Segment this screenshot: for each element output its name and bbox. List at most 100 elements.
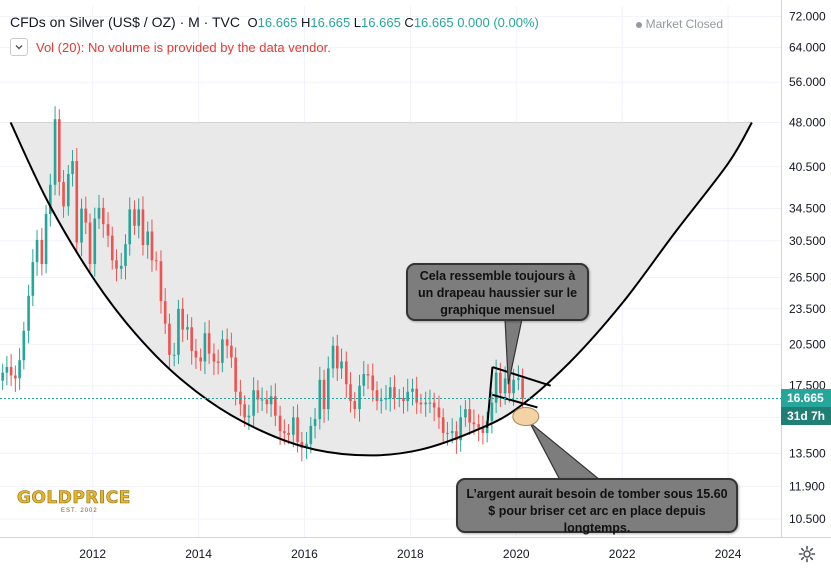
candle-body [292, 417, 295, 435]
candle-body [300, 442, 304, 448]
candle-body [362, 374, 366, 386]
candle-body [27, 295, 30, 331]
candle-body [464, 409, 467, 418]
candle-body [5, 367, 9, 373]
logo-wordmark: GOLDPRICE [17, 488, 131, 509]
high-label: H [301, 15, 311, 30]
y-tick-label: 64.000 [789, 40, 826, 54]
x-tick-label: 2024 [715, 547, 742, 561]
y-tick-label: 17.500 [789, 379, 826, 393]
candle-body [322, 379, 326, 410]
candle-body [287, 432, 290, 435]
candle-body [48, 184, 52, 214]
candle-body [243, 404, 246, 418]
x-tick-label: 2014 [185, 547, 212, 561]
x-tick-label: 2016 [291, 547, 318, 561]
candle-body [14, 375, 17, 379]
candle-body [93, 218, 97, 265]
candle-body [326, 368, 330, 410]
close-label: C [404, 15, 414, 30]
candle-body [283, 431, 286, 433]
candle-body [230, 345, 233, 358]
candle-body [115, 260, 118, 269]
candle-body [455, 431, 458, 441]
close-value: 16.665 [413, 15, 454, 30]
legend-header: CFDs on Silver (US$ / OZ) · M · TVC O16.… [0, 0, 781, 60]
candle-body [446, 432, 449, 434]
candle-body [349, 384, 352, 402]
candle-body [494, 372, 498, 403]
y-tick-label: 26.500 [789, 270, 826, 284]
symbol-row[interactable]: CFDs on Silver (US$ / OZ) · M · TVC O16.… [10, 14, 539, 30]
candle-body [441, 417, 445, 433]
candle-body [256, 390, 260, 400]
candle-body [150, 231, 154, 261]
candle-body [424, 402, 428, 405]
candle-body [274, 396, 277, 416]
candle-body [508, 378, 511, 394]
gear-icon[interactable] [797, 544, 817, 564]
candle-body [512, 379, 515, 394]
candle-body [133, 209, 136, 226]
candle-body [375, 390, 379, 402]
candle-body [212, 353, 216, 362]
volume-note: Vol (20): No volume is provided by the d… [36, 39, 331, 55]
y-tick-label: 10.500 [789, 512, 826, 526]
candle-body [335, 345, 339, 369]
x-tick-label: 2018 [397, 547, 424, 561]
candle-body [216, 361, 220, 363]
chevron-down-icon[interactable] [10, 38, 28, 56]
candle-body [477, 424, 480, 428]
candle-body [221, 339, 224, 363]
candle-body [88, 222, 92, 265]
candle-body [40, 239, 44, 265]
candle-body [110, 235, 114, 261]
y-tick-label: 72.000 [789, 10, 826, 24]
candle-body [35, 239, 39, 263]
candle-body [411, 388, 414, 392]
candle-body [459, 417, 462, 441]
flag-lower-line [492, 393, 538, 409]
y-tick-label: 13.500 [789, 446, 826, 460]
symbol-title[interactable]: CFDs on Silver (US$ / OZ) · M · TVC [10, 14, 240, 30]
candle-body [128, 209, 132, 245]
current-price-tag: 16.665 [781, 389, 831, 408]
candle-body [432, 402, 436, 408]
arc-line [9, 121, 753, 457]
y-tick-label: 56.000 [789, 75, 826, 89]
candle-body [468, 409, 471, 423]
candle-body [296, 417, 299, 443]
candle-body [97, 207, 101, 219]
candle-body [190, 327, 193, 351]
candle-body [106, 224, 110, 236]
candle-body [371, 375, 375, 391]
y-tick-label: 40.500 [789, 160, 826, 174]
candle-body [75, 161, 79, 243]
candle-body [344, 361, 348, 385]
candle-body [313, 419, 317, 426]
candle-body [269, 396, 273, 405]
callout-bull-flag-text: Cela ressemble toujours à un drapeau hau… [417, 269, 578, 317]
candle-body [119, 265, 123, 269]
candle-body [503, 378, 507, 394]
axes: 72.000 64.000 56.000 48.000 40.500 34.500 30.5… [0, 0, 831, 561]
candle-body [517, 378, 520, 380]
countdown-tag: 31d 7h [781, 407, 831, 426]
candle-body [318, 379, 322, 420]
candle-body [199, 357, 202, 362]
candle-body [437, 407, 441, 418]
arc-fill [10, 121, 752, 456]
candle-body [146, 231, 150, 246]
high-value: 16.665 [310, 15, 351, 30]
candle-body [186, 327, 189, 330]
candle-body [278, 415, 282, 432]
candle-body [1, 372, 4, 381]
candle-body [9, 367, 13, 376]
candle-body [163, 301, 167, 324]
candle-body [353, 401, 357, 410]
callout-bull-flag: Cela ressemble toujours à un drapeau hau… [406, 263, 589, 321]
candle-body [472, 422, 476, 425]
candle-body [406, 391, 410, 402]
